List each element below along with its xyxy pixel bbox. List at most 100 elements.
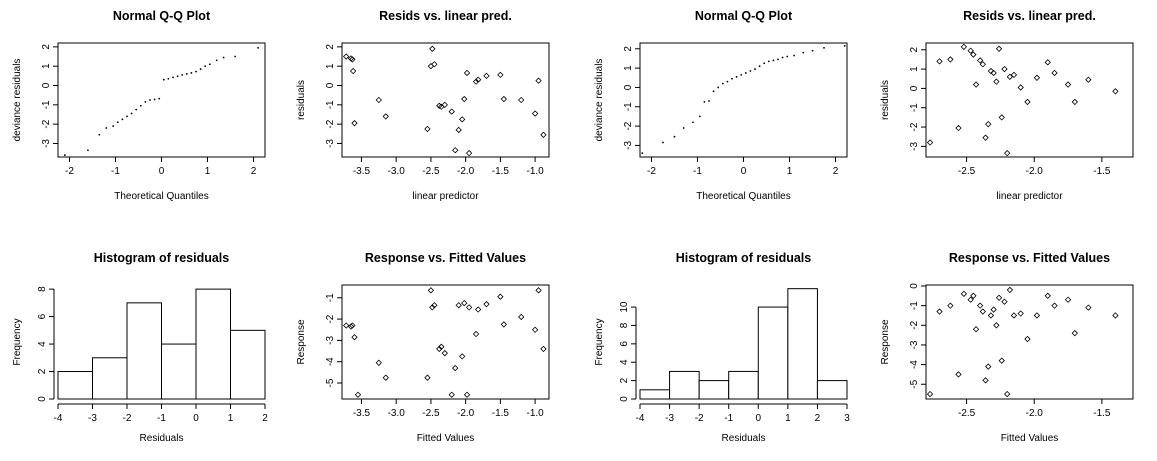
x-tick-label: 0 <box>741 166 747 177</box>
y-tick-label: -4 <box>909 360 920 369</box>
data-point <box>772 59 775 62</box>
data-point <box>947 56 954 63</box>
x-tick-label: -3.5 <box>353 166 371 177</box>
y-tick-label: -4 <box>325 357 336 366</box>
data-point <box>472 330 480 338</box>
x-tick-label: -3.0 <box>388 166 406 177</box>
data-point <box>987 67 995 75</box>
data-point <box>472 78 480 85</box>
data-point <box>1033 312 1041 319</box>
data-point <box>1006 286 1014 294</box>
y-tick-label: -3 <box>325 139 336 148</box>
x-tick-label: -2.5 <box>958 166 976 177</box>
chart-title: Resids vs. linear pred. <box>963 9 1096 23</box>
data-point <box>349 67 357 75</box>
histogram-bar <box>161 343 197 400</box>
x-tick-label: 2 <box>251 166 257 177</box>
x-tick-label: -3 <box>88 413 97 424</box>
data-point <box>459 353 466 360</box>
data-point <box>758 65 761 68</box>
data-point <box>1064 81 1072 88</box>
histogram-bar <box>816 380 848 400</box>
x-tick-label: -2 <box>65 166 74 177</box>
x-axis-label: Theoretical Quantiles <box>114 191 209 202</box>
x-tick-label: -2.5 <box>422 166 440 177</box>
y-tick-label: 4 <box>619 359 630 365</box>
data-point <box>972 81 980 88</box>
y-tick-label: 1 <box>623 65 634 71</box>
x-tick-label: -1.5 <box>492 408 510 419</box>
histogram-bar <box>230 329 266 400</box>
data-point <box>744 72 747 74</box>
data-point <box>793 54 795 57</box>
data-point <box>448 391 455 398</box>
data-point <box>1017 84 1024 91</box>
data-point <box>540 131 547 138</box>
y-tick-label: -3 <box>909 340 920 349</box>
x-tick-label: 1 <box>205 166 211 177</box>
data-point <box>708 100 710 102</box>
data-point <box>955 371 962 378</box>
x-tick-label: -1 <box>693 166 702 177</box>
data-point <box>767 60 770 63</box>
data-point <box>135 108 138 111</box>
x-axis-label: Fitted Values <box>417 433 475 444</box>
histogram-bar <box>126 302 162 400</box>
histogram-bar <box>57 371 93 400</box>
data-point <box>222 56 225 59</box>
data-point <box>349 322 356 329</box>
x-tick-label: 0 <box>756 413 762 424</box>
data-point <box>1112 312 1119 319</box>
chart-title: Response vs. Fitted Values <box>949 251 1110 265</box>
data-point <box>781 56 784 59</box>
histogram-bar <box>757 306 789 400</box>
data-point <box>786 55 789 58</box>
data-point <box>172 76 174 79</box>
data-point <box>465 149 473 157</box>
histogram-bar <box>669 370 700 400</box>
data-point <box>459 116 466 123</box>
x-tick-label: -1.0 <box>526 408 544 419</box>
y-tick-label: 0 <box>325 82 336 88</box>
x-tick-label: -1.5 <box>1093 408 1111 419</box>
y-tick-label: 0 <box>623 84 634 90</box>
data-point <box>1006 73 1014 80</box>
data-point <box>1085 304 1092 311</box>
y-axis-label: deviance residuals <box>12 59 23 142</box>
y-tick-label: -1 <box>623 102 634 111</box>
data-point <box>382 113 389 120</box>
data-point <box>1085 76 1092 83</box>
x-axis-label: linear predictor <box>412 191 479 202</box>
plot-frame <box>925 284 1134 400</box>
data-point <box>465 304 473 311</box>
y-tick-label: 8 <box>37 286 48 292</box>
x-tick-label: -1 <box>111 166 120 177</box>
data-point <box>682 127 685 129</box>
y-axis-label: residuals <box>880 80 891 120</box>
data-point <box>497 71 504 79</box>
data-point <box>375 96 382 104</box>
data-point <box>1051 302 1058 309</box>
data-point <box>1051 69 1058 77</box>
data-point <box>112 125 115 127</box>
y-tick-label: 2 <box>37 368 48 374</box>
data-point <box>535 77 542 84</box>
data-point <box>116 121 119 124</box>
data-point <box>960 290 968 298</box>
y-tick-label: -1 <box>325 100 336 109</box>
data-point <box>749 70 752 72</box>
data-point <box>972 326 980 333</box>
data-point <box>455 126 462 134</box>
chart-panel-3: Normal Q-Q Plot Theoretical Quantiles devi… <box>594 9 848 202</box>
data-point <box>153 98 156 101</box>
data-point <box>1112 88 1119 95</box>
y-tick-label: -2 <box>325 314 336 323</box>
y-tick-label: 2 <box>619 377 630 383</box>
x-tick-label: 2 <box>833 166 839 177</box>
data-point <box>979 308 986 315</box>
y-tick-label: -2 <box>623 121 634 130</box>
data-point <box>947 302 954 309</box>
data-point <box>967 296 974 303</box>
y-axis-label: residuals <box>296 80 307 120</box>
x-tick-label: -2.0 <box>1026 166 1044 177</box>
